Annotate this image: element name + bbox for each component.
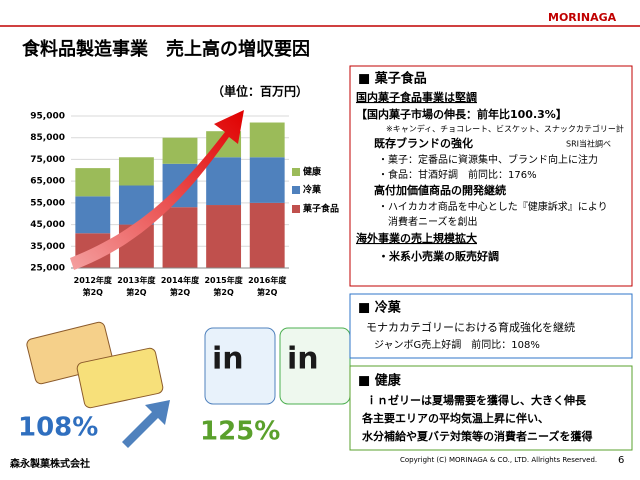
arrow-icon	[122, 400, 170, 448]
panel-health	[349, 365, 633, 451]
legend-swatch	[292, 205, 300, 213]
x-tick-label: 2016年度第2Q	[248, 275, 287, 297]
panel-title: ■ 健康	[358, 373, 402, 389]
x-tick-label: 2013年度第2Q	[117, 275, 156, 297]
y-tick-label: 85,000	[30, 133, 65, 143]
panel-line: ・食品：甘酒好調 前同比：176%	[378, 168, 537, 181]
panel-line: ジャンボG売上好調 前同比：108%	[374, 338, 540, 351]
x-tick-label: 2014年度第2Q	[161, 275, 200, 297]
footer-company: 森永製菓株式会社	[9, 457, 90, 470]
unit-label: （単位：百万円）	[212, 84, 308, 99]
x-tick-label: 2015年度第2Q	[204, 275, 243, 297]
panel-line: 水分補給や夏バテ対策等の消費者ニーズを獲得	[362, 429, 592, 443]
y-tick-label: 75,000	[30, 155, 65, 165]
panel-note: ※キャンディ、チョコレート、ビスケット、スナックカテゴリー計	[386, 124, 624, 134]
legend-swatch	[292, 168, 300, 176]
panel-confectionery	[349, 65, 633, 287]
product-jumbo	[76, 347, 164, 409]
bar-segment	[206, 157, 242, 206]
legend-label: 菓子食品	[302, 203, 339, 215]
bar-segment	[206, 205, 242, 268]
growth-arrow	[70, 110, 244, 270]
bar-segment	[118, 157, 154, 186]
legend-swatch	[292, 186, 300, 194]
panel-frozen	[349, 293, 633, 359]
panel-line: ・米系小売業の販売好調	[378, 249, 499, 263]
y-tick-label: 95,000	[30, 112, 65, 122]
panel-line: 海外事業の売上規模拡大	[356, 231, 477, 245]
logo: MORINAGA	[548, 11, 617, 24]
panel-line: 【国内菓子市場の伸長：前年比100.3%】	[356, 107, 567, 121]
panel-note: SRI当社調べ	[566, 139, 611, 149]
panel-line: ｉｎゼリーは夏場需要を獲得し、大きく伸長	[366, 393, 587, 407]
bar-segment	[249, 122, 285, 158]
y-tick-label: 35,000	[30, 242, 65, 252]
bar-segment	[162, 137, 198, 164]
panel-line: 消費者ニーズを創出	[388, 215, 478, 228]
bar-segment	[162, 207, 198, 268]
panel-line: 各主要エリアの平均気温上昇に伴い、	[361, 411, 549, 425]
panel-line: ・ハイカカオ商品を中心とした『健康訴求』により	[378, 200, 608, 213]
panel-line: 国内菓子食品事業は堅調	[356, 90, 477, 104]
panel-line: モナカカテゴリーにおける育成強化を継続	[366, 320, 575, 334]
bar-segment	[249, 202, 285, 268]
product-images: in in	[26, 321, 351, 448]
x-tick-label: 2012年度第2Q	[74, 275, 113, 297]
product-logo: in	[287, 342, 319, 377]
y-tick-label: 65,000	[30, 177, 65, 187]
panel-line: 高付加価値商品の開発継続	[374, 183, 506, 197]
growth-value: 125%	[200, 417, 280, 447]
bar-segment	[75, 168, 111, 197]
panel-title: ■ 菓子食品	[358, 71, 427, 87]
bar-segment	[75, 196, 111, 234]
panel-line: 既存ブランドの強化	[374, 136, 473, 150]
slide-title: 食料品製造事業 売上高の増収要因	[21, 38, 310, 60]
page-number: 6	[618, 455, 624, 466]
panel-line: ・菓子：定番品に資源集中、ブランド向上に注力	[378, 153, 598, 166]
product-logo: in	[212, 342, 244, 377]
y-tick-label: 25,000	[30, 264, 65, 274]
legend-label: 冷菓	[303, 184, 322, 196]
panel-title: ■ 冷菓	[358, 300, 402, 316]
legend-label: 健康	[303, 166, 322, 178]
y-tick-label: 45,000	[30, 220, 65, 230]
product-in-jelly	[204, 327, 276, 405]
growth-value: 108%	[18, 413, 98, 443]
footer-copyright: Copyright (C) MORINAGA & CO., LTD. Allri…	[400, 456, 597, 464]
y-tick-label: 55,000	[30, 198, 65, 208]
bar-segment	[249, 157, 285, 203]
